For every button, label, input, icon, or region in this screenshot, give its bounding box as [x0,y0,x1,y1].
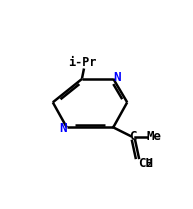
Text: Me: Me [146,130,161,143]
Text: N: N [114,71,121,84]
Text: CH: CH [138,157,153,170]
Text: C: C [129,130,136,143]
Text: 2: 2 [146,159,152,169]
Text: N: N [59,122,67,135]
Text: i-Pr: i-Pr [68,56,96,69]
